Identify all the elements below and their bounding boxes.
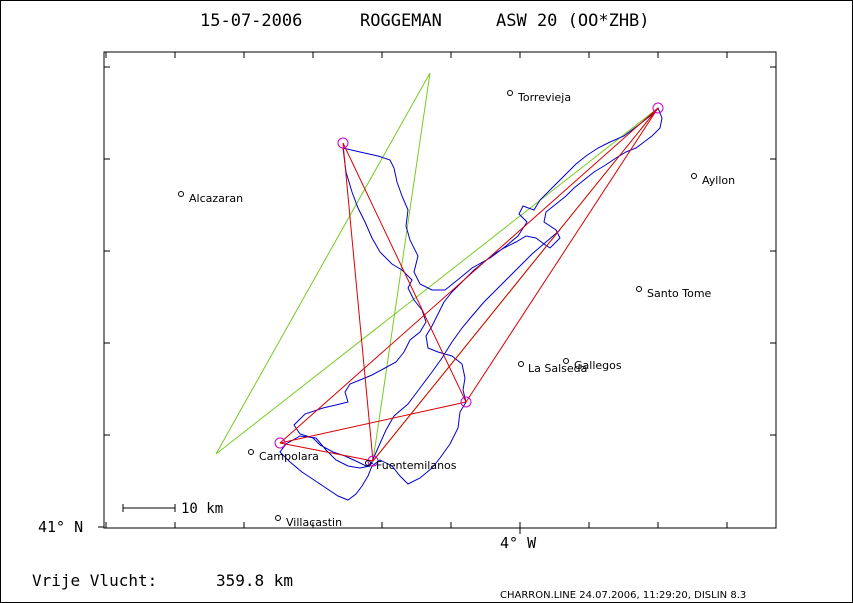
place-label-ayllon: Ayllon (702, 174, 735, 187)
place-label-la-salseda: La Salseda (528, 362, 587, 375)
lat-label: 41° N (38, 518, 83, 536)
place-label-fuentemilanos: Fuentemilanos (376, 459, 457, 472)
place-label-alcazaran: Alcazaran (189, 192, 243, 205)
result-label: Vrije Vlucht: (32, 571, 157, 590)
turnpoints (274, 102, 664, 467)
place-label-gallegos: Gallegos (574, 359, 622, 372)
result-value: 359.8 km (216, 571, 293, 590)
place-label-torrevieja: Torrevieja (517, 91, 571, 104)
turnpoint-marker (274, 437, 286, 449)
sector-lines (215, 72, 659, 462)
map-frame (103, 51, 777, 529)
header-date: 15-07-2006 (200, 11, 302, 31)
header-glider: ASW 20 (OO*ZHB) (496, 11, 650, 31)
header-pilot: ROGGEMAN (360, 11, 442, 31)
turnpoint-marker (652, 102, 664, 114)
flight-track (279, 107, 663, 501)
turnpoint-marker (460, 396, 472, 408)
place-label-santo-tome: Santo Tome (647, 287, 712, 300)
ticks (98, 52, 776, 534)
lon-label: 4° W (500, 534, 537, 552)
credits: CHARRON.LINE 24.07.2006, 11:29:20, DISLI… (500, 590, 746, 601)
scale-bar-label: 10 km (181, 501, 223, 517)
task-lines (279, 107, 659, 462)
place-markers (178, 90, 697, 521)
place-label-villacastin: Villacastin (286, 516, 342, 529)
place-label-campolara: Campolara (259, 450, 319, 463)
scale-bar (122, 504, 176, 512)
turnpoint-marker (337, 137, 349, 149)
